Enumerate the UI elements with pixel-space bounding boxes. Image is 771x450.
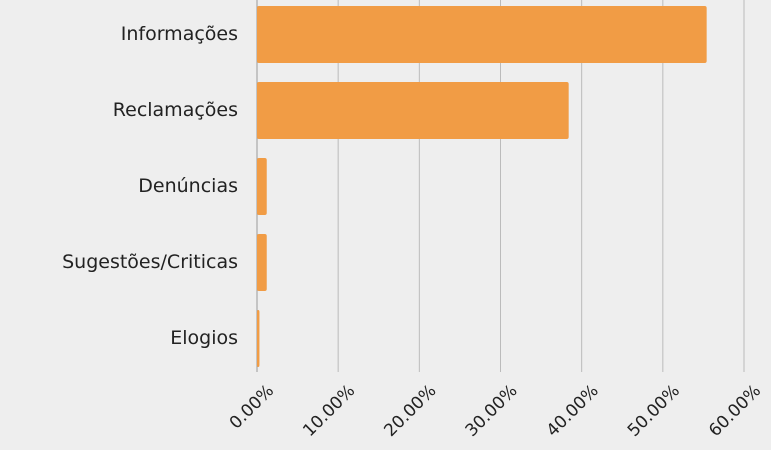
x-tick-label: 40.00% bbox=[543, 381, 603, 441]
y-tick-label: Sugestões/Criticas bbox=[62, 251, 238, 273]
y-tick-label: Elogios bbox=[170, 327, 238, 349]
y-tick-label: Denúncias bbox=[138, 175, 238, 197]
x-tick-label: 30.00% bbox=[462, 381, 522, 441]
x-tick-label: 60.00% bbox=[705, 381, 765, 441]
y-tick-label: Informações bbox=[121, 23, 238, 45]
x-tick-label: 20.00% bbox=[380, 381, 440, 441]
x-tick-label: 10.00% bbox=[299, 381, 359, 441]
bar bbox=[257, 6, 707, 63]
x-tick-label: 0.00% bbox=[226, 381, 278, 433]
bar bbox=[257, 158, 267, 215]
bar bbox=[257, 234, 267, 291]
bar bbox=[257, 310, 260, 367]
y-tick-label: Reclamações bbox=[113, 99, 238, 121]
x-tick-label: 50.00% bbox=[624, 381, 684, 441]
bar bbox=[257, 82, 569, 139]
